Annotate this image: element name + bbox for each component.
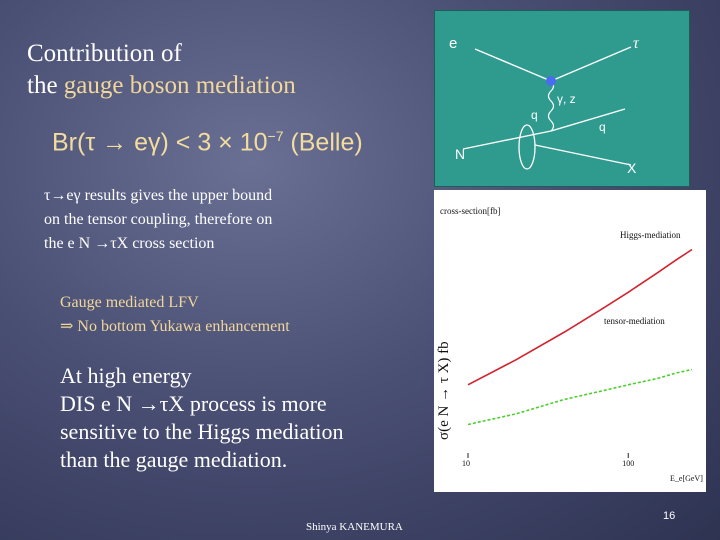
paragraph-high-energy: At high energy DIS e N →τX process is mo…	[60, 362, 400, 474]
series-layer: Higgs-mediation tensor-mediation	[467, 230, 693, 426]
feynman-diagram-svg: e τ γ, z q q N X	[449, 35, 640, 176]
boson-propagator	[547, 80, 555, 132]
p2-line: Gauge mediated LFV	[60, 294, 199, 311]
paragraph-upper-bound: τ→eγ results gives the upper bound on th…	[44, 184, 404, 256]
y-label-side: σ(e N → τ X) fb	[436, 341, 452, 440]
series-line-tensor	[467, 368, 693, 426]
p1-line: τ→eγ results gives the upper bound	[44, 187, 273, 204]
x-tick-label: 10	[462, 459, 470, 468]
cross-section-svg: cross-section[fb] σ(e N → τ X) fb E_e[Ge…	[436, 206, 703, 483]
label-tau: τ	[633, 35, 640, 52]
x-tick-label: 100	[622, 459, 634, 468]
label-q-out: q	[599, 120, 606, 134]
label-e: e	[449, 35, 457, 52]
x-label: E_e[GeV]	[670, 474, 703, 483]
hadron-line-x	[534, 144, 632, 166]
p3-line: than the gauge mediation.	[60, 447, 288, 472]
label-x: X	[627, 160, 637, 176]
nucleon-line-in	[462, 130, 552, 150]
quark-line-out	[550, 108, 626, 132]
lfv-vertex-icon	[546, 76, 556, 86]
p3-line: sensitive to the Higgs mediation	[60, 419, 344, 444]
cross-section-chart: cross-section[fb] σ(e N → τ X) fb E_e[Ge…	[434, 190, 706, 492]
title-line-1: Contribution of	[27, 40, 182, 67]
electron-line	[474, 48, 552, 82]
formula-exponent: −7	[267, 128, 284, 144]
series-label-higgs: Higgs-mediation	[620, 230, 681, 240]
nucleon-blob	[518, 124, 536, 170]
page-number: 16	[663, 510, 676, 522]
feynman-diagram: e τ γ, z q q N X	[434, 10, 690, 187]
series-label-tensor: tensor-mediation	[604, 316, 665, 326]
title-prefix: the	[27, 72, 64, 99]
belle-bound-formula: Br(τ → eγ) < 3 × 10−7 (Belle)	[52, 128, 363, 157]
p3-line: At high energy	[60, 363, 192, 388]
p1-line: the e N →τX cross section	[44, 235, 215, 252]
axis-ticks: 10 100	[462, 453, 634, 468]
p1-line: on the tensor coupling, therefore on	[44, 211, 273, 228]
formula-lhs: Br(τ → eγ) < 3 × 10	[52, 128, 268, 157]
y-label-top: cross-section[fb]	[440, 206, 500, 216]
title-accent: gauge boson mediation	[63, 72, 296, 99]
label-gamma-z: γ, z	[557, 92, 576, 106]
label-q-in: q	[531, 108, 538, 122]
label-n: N	[455, 146, 465, 162]
p2-line: ⇒ No bottom Yukawa enhancement	[60, 318, 290, 335]
p3-line: DIS e N →τX process is more	[60, 391, 327, 416]
footer-author: Shinya KANEMURA	[306, 521, 403, 533]
tau-line	[550, 46, 632, 82]
paragraph-gauge-mediated: Gauge mediated LFV ⇒ No bottom Yukawa en…	[60, 291, 290, 339]
formula-rhs: (Belle)	[283, 128, 363, 157]
series-line-higgs	[467, 248, 693, 386]
slide-title: Contribution of the gauge boson mediatio…	[27, 38, 296, 102]
title-line-2: the gauge boson mediation	[27, 70, 296, 102]
